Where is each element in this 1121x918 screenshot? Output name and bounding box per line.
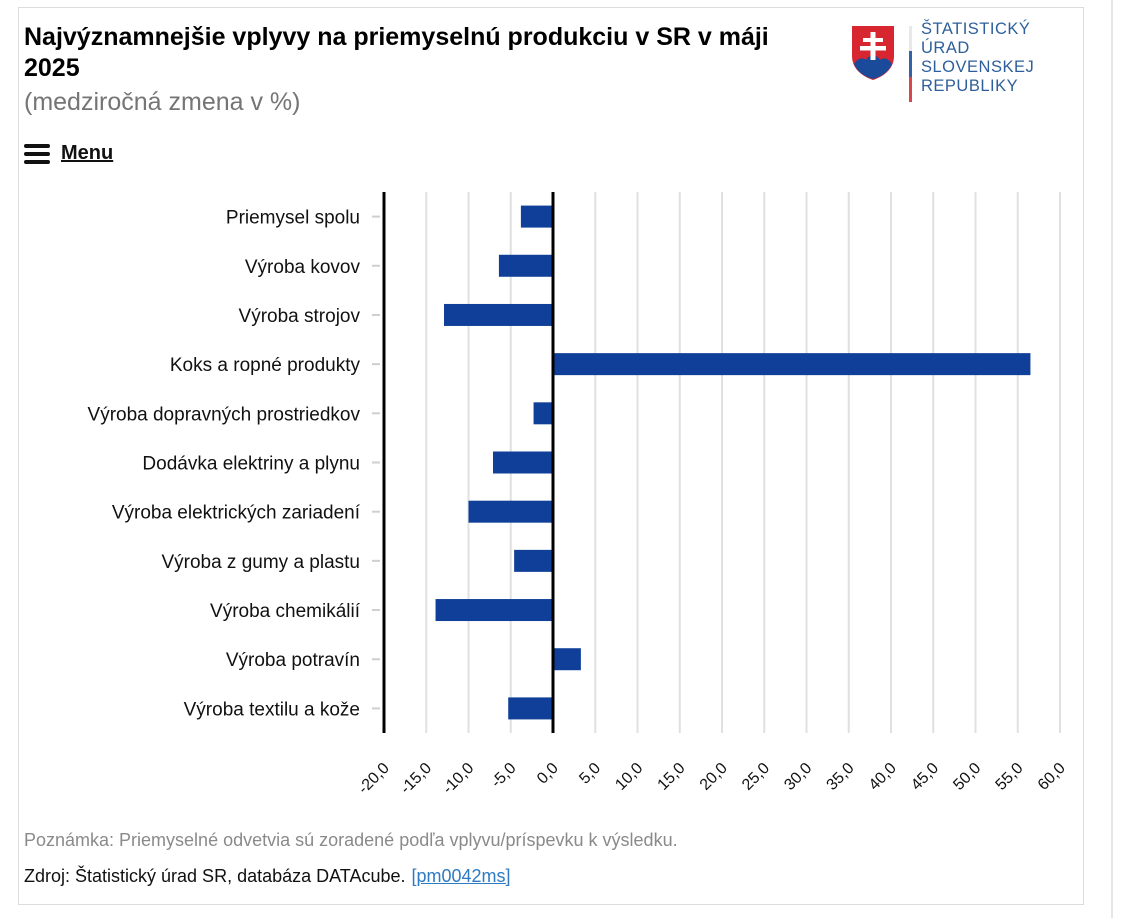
page-scroll-edge <box>1111 0 1113 918</box>
logo-text: ŠTATISTICKÝ ÚRAD SLOVENSKEJ REPUBLIKY <box>921 20 1034 96</box>
source-link[interactable]: [pm0042ms] <box>411 866 511 886</box>
chart-note: Poznámka: Priemyselné odvetvia sú zorade… <box>24 830 678 850</box>
chart-card <box>18 7 1084 905</box>
hamburger-icon <box>24 143 50 164</box>
logo-line: ÚRAD <box>921 39 970 57</box>
menu-label: Menu <box>61 142 114 164</box>
slovak-coat-of-arms-icon <box>852 26 894 80</box>
logo-tricolor-rule <box>909 26 912 102</box>
logo-line: ŠTATISTICKÝ <box>921 20 1031 38</box>
chart-source: Zdroj: Štatistický úrad SR, databáza DAT… <box>24 866 511 887</box>
menu-button[interactable]: Menu <box>24 142 113 165</box>
susr-logo: ŠTATISTICKÝ ÚRAD SLOVENSKEJ REPUBLIKY <box>848 20 1048 110</box>
chart-title: Najvýznamnejšie vplyvy na priemyselnú pr… <box>24 23 769 82</box>
source-text: Zdroj: Štatistický úrad SR, databáza DAT… <box>24 866 406 886</box>
logo-line: REPUBLIKY <box>921 77 1019 95</box>
chart-subtitle: (medziročná zmena v %) <box>24 88 301 116</box>
logo-line: SLOVENSKEJ <box>921 58 1035 76</box>
